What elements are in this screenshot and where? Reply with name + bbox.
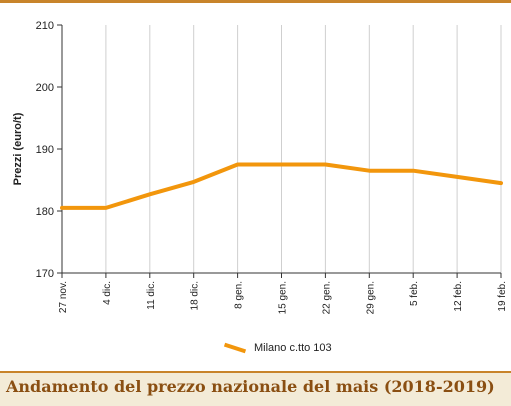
x-tick-label: 15 gen. <box>278 281 289 314</box>
x-tick-label: 29 gen. <box>365 281 376 314</box>
legend-label: Milano c.tto 103 <box>254 342 332 354</box>
legend-swatch <box>223 342 247 354</box>
x-tick-label: 12 feb. <box>453 281 464 312</box>
y-tick-label: 200 <box>36 82 54 94</box>
caption-band: Andamento del prezzo nazionale del mais … <box>0 371 511 406</box>
x-tick-labels: 27 nov. 4 dic. 11 dic. 18 dic. 8 gen. 15 gen.… <box>58 281 508 314</box>
y-tick-label: 190 <box>36 144 54 156</box>
legend: Milano c.tto 103 <box>223 338 332 358</box>
x-tick-label: 19 feb. <box>497 281 508 312</box>
x-tick-label: 8 gen. <box>234 281 245 309</box>
y-tick-label: 180 <box>36 206 54 218</box>
y-tick-label: 210 <box>36 20 54 32</box>
y-tick-labels: 170 180 190 200 210 <box>36 20 54 280</box>
x-tick-label: 5 feb. <box>409 281 420 306</box>
x-tick-label: 11 dic. <box>146 281 157 310</box>
x-tick-label: 22 gen. <box>321 281 332 314</box>
y-axis-title: Prezzi (euro/t) <box>12 112 24 185</box>
series-line <box>60 162 503 210</box>
gridlines <box>105 25 502 273</box>
top-rule <box>0 0 511 3</box>
x-tick-label: 18 dic. <box>190 281 201 310</box>
price-chart: 170 180 190 200 210 27 nov. 4 dic. 11 dic. 18 d… <box>12 20 508 314</box>
y-tick-label: 170 <box>36 268 54 280</box>
axes <box>57 24 502 278</box>
x-tick-label: 4 dic. <box>102 281 113 305</box>
caption-title: Andamento del prezzo nazionale del mais … <box>6 377 495 396</box>
x-tick-label: 27 nov. <box>58 281 69 313</box>
series-lines <box>60 162 503 210</box>
